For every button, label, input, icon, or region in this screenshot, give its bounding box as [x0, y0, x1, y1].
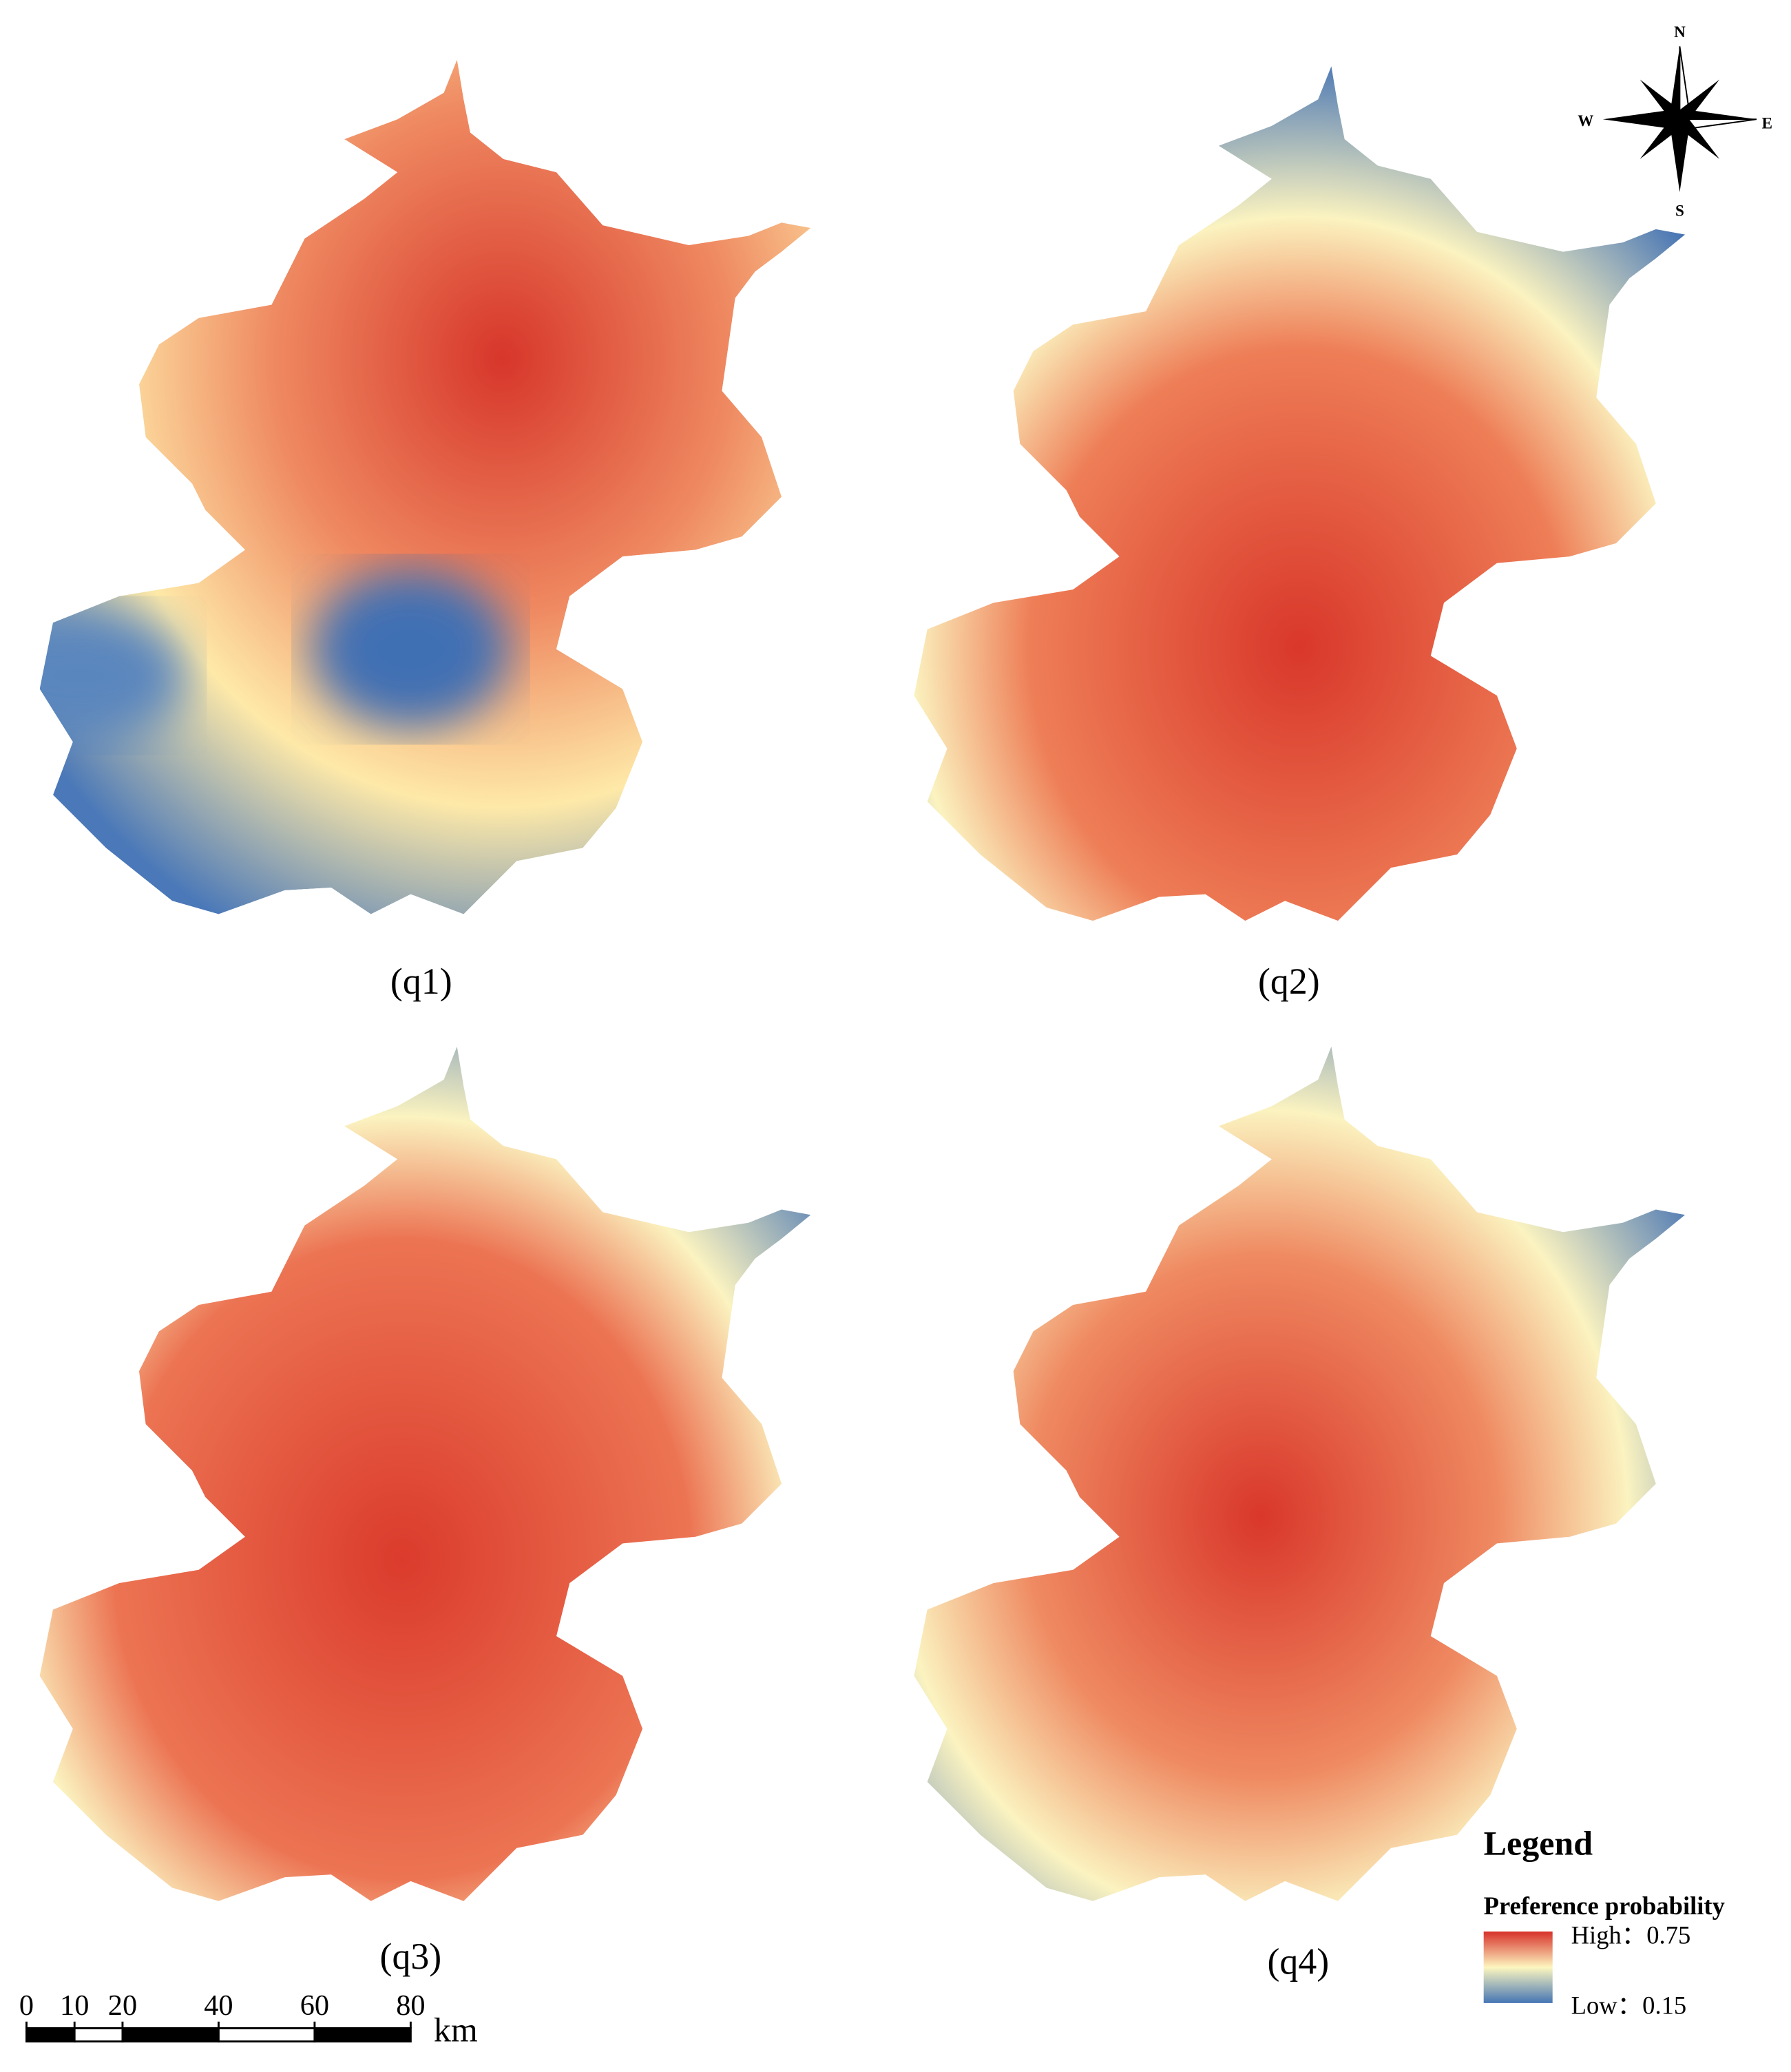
scale-segment	[25, 2027, 76, 2043]
legend-title: Legend	[1484, 1823, 1593, 1862]
scale-bar: km 0 10 20 40 60 80	[19, 1989, 478, 2049]
scale-tick-label: 60	[300, 1989, 329, 2022]
scale-segment	[313, 2027, 412, 2043]
scale-tick-label: 40	[204, 1989, 233, 2022]
compass-n: N	[1674, 23, 1686, 41]
scale-tick-label: 10	[60, 1989, 89, 2022]
compass-e: E	[1762, 114, 1772, 132]
map-q2	[914, 66, 1686, 921]
panel-label: (q1)	[390, 961, 452, 1002]
legend-high: High：0.75	[1571, 1921, 1691, 1949]
compass-w: W	[1578, 112, 1593, 129]
scale-tick-label: 80	[396, 1989, 425, 2022]
legend-low: Low：0.15	[1571, 1991, 1687, 2019]
scale-segment	[217, 2027, 316, 2043]
panel-label: (q2)	[1258, 961, 1320, 1002]
scale-unit: km	[434, 2011, 478, 2049]
legend-subtitle: Preference probability	[1484, 1892, 1725, 1920]
map-q4	[914, 1046, 1686, 1901]
compass: N S W E	[1578, 23, 1772, 220]
map-q3	[39, 1046, 811, 1901]
panel-label: (q4)	[1267, 1941, 1329, 1982]
legend: Legend Preference probability High：0.75 …	[1483, 1823, 1725, 2019]
map-q1	[39, 59, 811, 914]
scale-tick-label: 20	[108, 1989, 137, 2022]
scale-tick-label: 0	[19, 1989, 34, 2022]
scale-segment	[121, 2027, 220, 2043]
panel-label: (q3)	[380, 1936, 442, 1977]
legend-colorbar	[1483, 1932, 1553, 2003]
compass-s: S	[1675, 202, 1684, 220]
scale-segment	[73, 2027, 124, 2043]
